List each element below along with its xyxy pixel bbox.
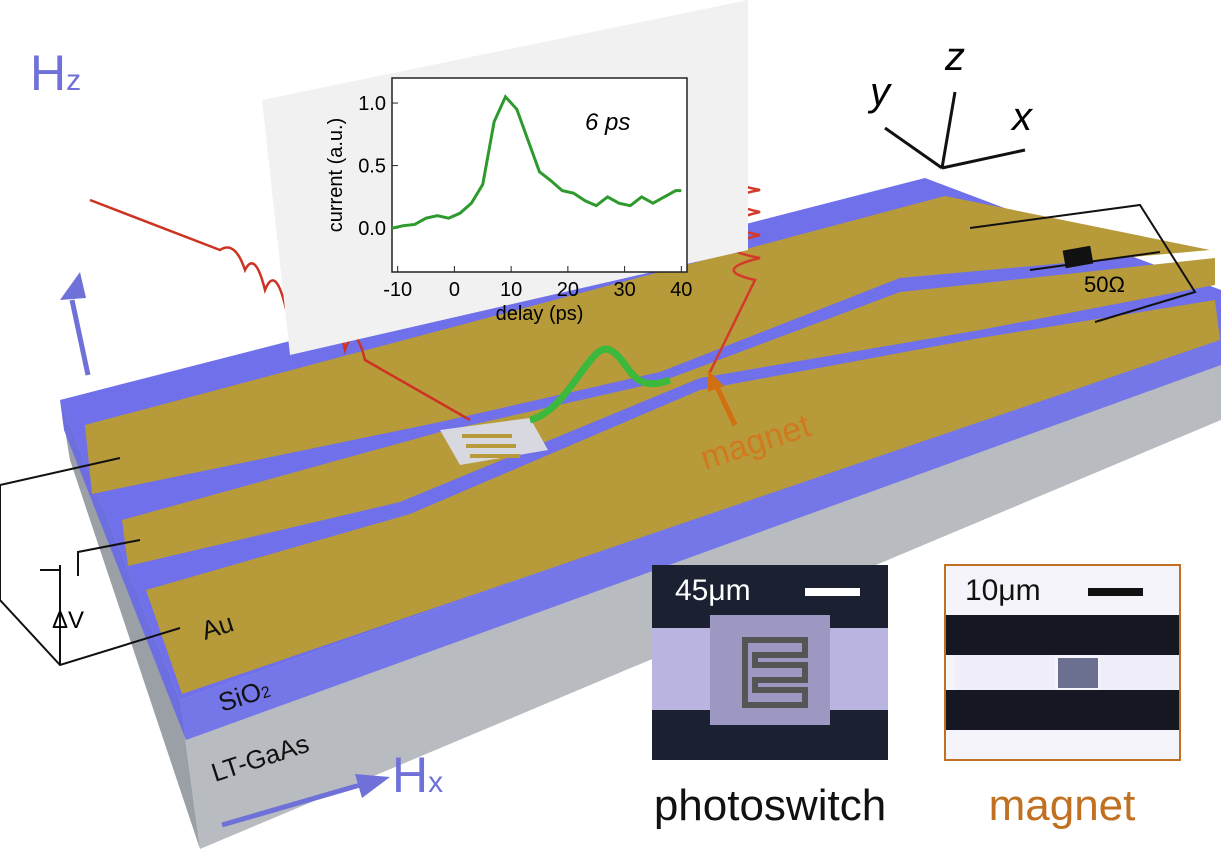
pulse [528, 345, 672, 424]
x-tick-label: 0 [449, 279, 460, 301]
scale-bar [805, 588, 860, 596]
y-tick-label: 1.0 [358, 93, 386, 115]
x-axis-label: delay (ps) [496, 303, 584, 325]
photo-band [946, 615, 1179, 655]
photoswitch-pad [440, 418, 548, 465]
y-axis-label: current (a.u.) [325, 118, 347, 232]
y-tick-label: 0.0 [358, 218, 386, 240]
hz-label: Hz [30, 45, 81, 101]
resistor-label: 50Ω [1084, 272, 1125, 297]
scale-label: 45μm [675, 574, 751, 607]
axis-y: y [867, 70, 893, 114]
hx: H [392, 747, 428, 803]
photo-pad [710, 615, 830, 725]
photo-band [946, 690, 1179, 730]
magnet-arrow [713, 383, 738, 427]
x-tick-label: -10 [383, 279, 412, 301]
coordinate-axes [884, 91, 1026, 170]
arrow-head [708, 370, 724, 392]
electrode [146, 300, 1220, 694]
axis-x: x [1010, 95, 1034, 139]
y-tick-label: 0.5 [358, 156, 386, 178]
resistor-circuit [969, 203, 1197, 323]
photo-wire [1100, 655, 1179, 690]
hz: H [30, 45, 66, 101]
x-tick-label: 20 [557, 279, 579, 301]
voltage-circuit [0, 457, 181, 667]
photo-wire [955, 655, 1055, 690]
inset-chart: -10 0 10 20 30 40 0.0 0.5 1.0 delay (ps) current (… [325, 77, 692, 325]
hz-arrow [69, 299, 91, 376]
plot-frame [391, 77, 688, 273]
scale-bar [1088, 588, 1143, 596]
x-tick-label: 40 [670, 279, 692, 301]
hx-arrow [221, 782, 361, 828]
x-tick-label: 10 [500, 279, 522, 301]
caption: photoswitch [654, 781, 886, 830]
arrow-head [355, 774, 390, 798]
hx-label: Hx [392, 747, 443, 803]
x-tick-label: 30 [613, 279, 635, 301]
scale-label: 10μm [965, 574, 1041, 607]
resistor [1062, 245, 1094, 269]
oxide-front [180, 330, 1221, 740]
electrode [122, 258, 1215, 566]
hx-sub: x [428, 766, 443, 799]
substrate-side [60, 400, 200, 849]
arrow-head [60, 272, 86, 300]
photo-magnet [1058, 658, 1098, 688]
photoswitch-fingers [462, 434, 520, 458]
electrode [85, 196, 1210, 494]
data-line [391, 94, 682, 230]
voltage-label: ΔV [52, 607, 84, 634]
caption: magnet [989, 781, 1136, 830]
annotation: 6 ps [585, 109, 630, 136]
photo-fingers [742, 637, 808, 708]
hz-sub: z [66, 64, 81, 97]
axis-z: z [944, 35, 965, 79]
